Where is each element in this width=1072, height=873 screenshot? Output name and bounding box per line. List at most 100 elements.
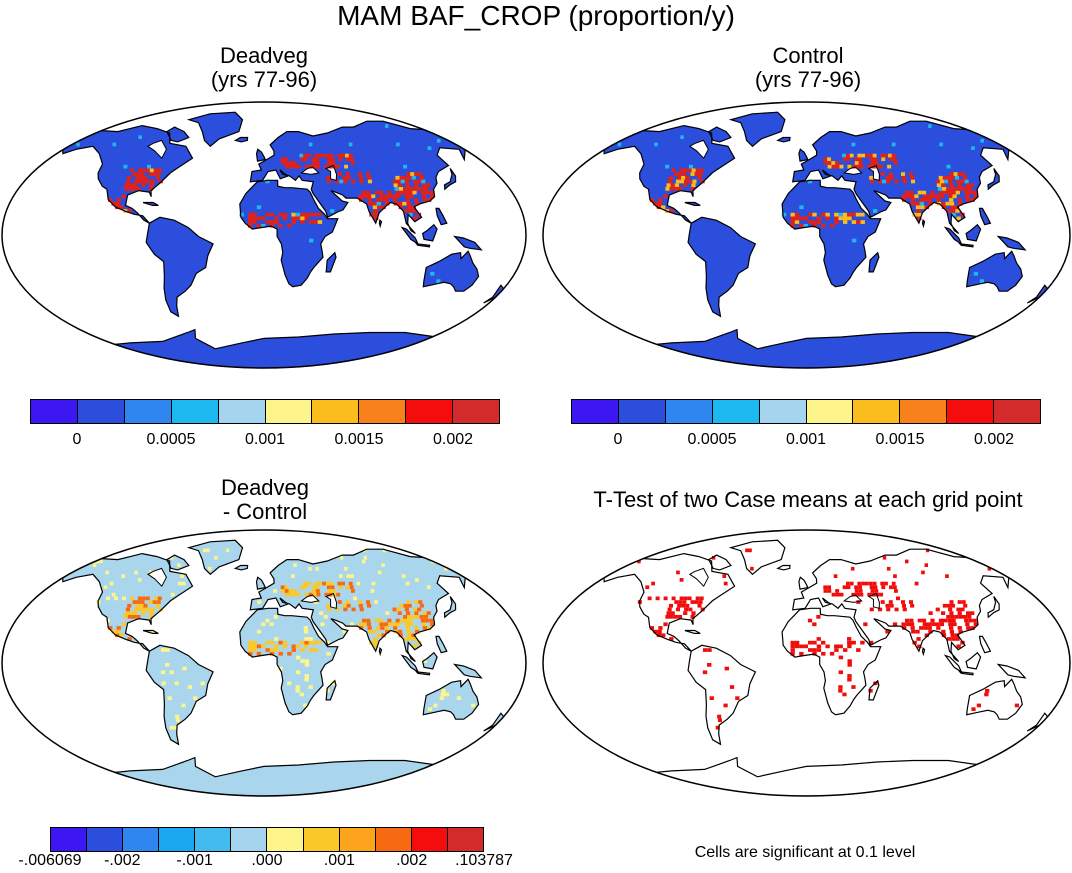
coastline-sumatra (400, 226, 420, 246)
grid-cell (278, 666, 283, 671)
grid-cell (284, 589, 289, 593)
grid-cell (860, 220, 865, 224)
coastline-sumatra (400, 654, 420, 674)
colorbar-swatch (77, 400, 125, 423)
coastline-borneo (421, 651, 438, 670)
grid-cell (248, 640, 253, 645)
grid-cell (889, 175, 894, 180)
grid-cell (950, 187, 955, 191)
grid-cell (324, 592, 329, 597)
grid-cell (926, 194, 932, 199)
grid-cell (134, 570, 138, 575)
grid-cell (653, 201, 658, 206)
grid-cell (972, 190, 977, 195)
grid-cell (366, 194, 371, 199)
grid-cell (288, 161, 293, 165)
grid-cell (399, 618, 404, 623)
grid-cell (839, 164, 844, 169)
deadveg-panel-title: Deadveg (yrs 77-96) (0, 44, 528, 92)
grid-cell (412, 190, 417, 195)
land-philippines (436, 208, 447, 225)
grid-cell (142, 607, 147, 612)
grid-cell (887, 164, 892, 169)
grid-cell (799, 223, 804, 228)
grid-cell (155, 175, 160, 180)
grid-cell (374, 644, 379, 649)
grid-cell (851, 592, 856, 597)
grid-cell (653, 629, 658, 634)
grid-cell (911, 629, 916, 634)
coastline-uk (255, 148, 267, 162)
grid-cell (422, 659, 427, 663)
grid-cell (92, 563, 97, 567)
figure-title: MAM BAF_CROP (proportion/y) (337, 0, 735, 31)
grid-cell (938, 190, 943, 195)
grid-cell (308, 566, 312, 571)
grid-cell (946, 615, 951, 619)
grid-cell (952, 194, 957, 199)
coastline-eurasia (791, 120, 1020, 235)
grid-cell (291, 644, 296, 649)
grid-cell (963, 615, 968, 619)
grid-cell (308, 142, 313, 147)
grid-cell (869, 585, 874, 590)
land-australia (966, 679, 1023, 720)
grid-cell (312, 164, 317, 169)
land-sumatra (402, 227, 418, 244)
grid-cell (392, 194, 397, 199)
grid-cell (979, 279, 984, 283)
grid-cell (291, 220, 296, 224)
grid-cell (157, 596, 162, 601)
grid-cell (280, 585, 285, 590)
ttest-panel-title: T-Test of two Case means at each grid po… (593, 487, 1023, 512)
grid-cell (397, 611, 402, 615)
grid-cell (326, 640, 331, 645)
grid-cell (654, 142, 658, 147)
grid-cell (949, 611, 954, 615)
grid-cell (669, 187, 674, 191)
grid-cell (406, 611, 411, 615)
land-baffin (166, 127, 189, 142)
coastline-cuba (142, 201, 159, 206)
grid-cell (415, 201, 420, 206)
coastline-africa (239, 179, 339, 288)
grid-cell (865, 581, 869, 586)
coastline-greenland (186, 539, 244, 576)
grid-cell (956, 644, 961, 649)
grid-cell (322, 581, 326, 586)
grid-cell (374, 216, 379, 221)
grid-cell (880, 172, 885, 176)
land-antarctica (61, 329, 467, 368)
grid-cell (265, 640, 270, 645)
grid-cell (124, 611, 129, 615)
grid-cell (127, 615, 132, 619)
grid-cell (385, 124, 389, 128)
grid-cell (834, 212, 839, 217)
grid-cell (884, 581, 888, 586)
land-madagascar (326, 252, 336, 272)
grid-cell (649, 198, 654, 202)
grid-cell (417, 179, 422, 184)
grid-cell (385, 629, 390, 634)
grid-cell (303, 157, 308, 162)
grid-cell (256, 651, 262, 656)
grid-cell (404, 190, 409, 195)
grid-cell (299, 153, 304, 158)
grid-cell (404, 618, 409, 623)
grid-cell (415, 615, 420, 619)
coastline-newguinea (996, 235, 1027, 251)
land-sumatra (402, 655, 418, 672)
grid-cell (403, 187, 408, 191)
grid-cell (353, 596, 357, 601)
grid-cell (341, 581, 345, 586)
grid-cell (842, 216, 848, 221)
grid-cell (663, 194, 668, 199)
grid-cell (905, 194, 910, 199)
grid-cell (861, 153, 865, 158)
grid-cell (869, 179, 874, 184)
control-panel-title: Control (yrs 77-96) (544, 44, 1072, 92)
grid-cell (291, 574, 295, 578)
grid-cell (816, 648, 822, 652)
lakeshore-hudson (688, 139, 709, 160)
grid-cell (901, 600, 905, 604)
